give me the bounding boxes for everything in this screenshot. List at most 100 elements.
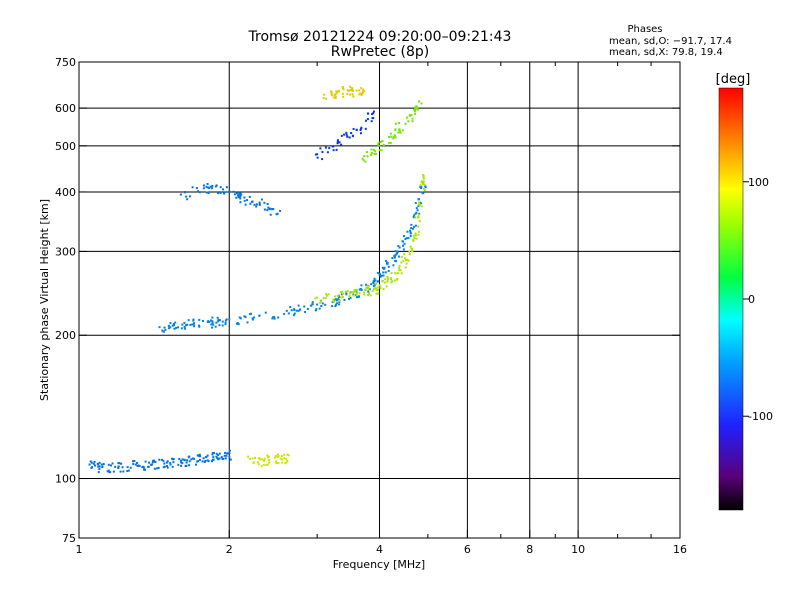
data-point (298, 308, 301, 311)
data-point (395, 253, 398, 256)
data-point (189, 323, 192, 326)
data-point (303, 305, 306, 308)
data-point (90, 461, 93, 464)
data-point (420, 205, 423, 208)
data-point (418, 100, 421, 103)
data-point (351, 135, 354, 138)
data-point (202, 187, 205, 190)
data-point (407, 237, 410, 240)
data-point (355, 89, 358, 92)
data-point (228, 190, 231, 193)
data-point (100, 463, 103, 466)
data-point (276, 212, 279, 215)
data-point (183, 321, 186, 324)
data-point (244, 203, 247, 206)
data-point (367, 286, 370, 289)
data-point (250, 200, 253, 203)
data-point (397, 255, 400, 258)
data-point (314, 309, 317, 312)
data-point (375, 289, 378, 292)
data-point (417, 204, 420, 207)
data-point (186, 323, 189, 326)
data-point (407, 259, 410, 262)
data-point (376, 286, 379, 289)
data-point (399, 130, 402, 133)
data-point (90, 466, 93, 469)
data-point (397, 244, 400, 247)
data-point (150, 463, 153, 466)
data-point (363, 90, 366, 93)
data-point (214, 185, 217, 188)
data-point (411, 248, 414, 251)
data-point (264, 311, 267, 314)
data-point (237, 323, 240, 326)
data-point (153, 467, 156, 470)
data-point (262, 463, 265, 466)
data-point (368, 292, 371, 295)
data-point (403, 253, 406, 256)
data-point (360, 93, 363, 96)
data-point (372, 282, 375, 285)
chart-title: Tromsø 20121224 09:20:00–09:21:43 (248, 29, 512, 45)
data-point (219, 186, 222, 189)
data-point (335, 148, 338, 151)
data-point (381, 140, 384, 143)
data-point (342, 292, 345, 295)
data-point (285, 461, 288, 464)
data-point (417, 233, 420, 236)
data-point (336, 90, 339, 93)
data-point (319, 301, 322, 304)
data-point (195, 463, 198, 466)
data-point (217, 454, 220, 457)
data-point (208, 320, 211, 323)
data-point (382, 143, 385, 146)
data-point (405, 237, 408, 240)
data-point (205, 191, 208, 194)
data-point (228, 455, 231, 458)
data-point (422, 187, 425, 190)
data-point (297, 304, 300, 307)
grid-lines (79, 62, 680, 538)
data-point (330, 90, 333, 93)
data-point (389, 141, 392, 144)
data-point (362, 159, 365, 162)
data-point (319, 147, 322, 150)
data-point (286, 453, 289, 456)
data-point (219, 192, 222, 195)
data-point (270, 208, 273, 211)
data-point (376, 280, 379, 283)
data-point (134, 463, 137, 466)
data-point (164, 328, 167, 331)
data-point (335, 303, 338, 306)
data-point (217, 320, 220, 323)
data-point (373, 152, 376, 155)
data-point (358, 292, 361, 295)
data-point (367, 288, 370, 291)
data-point (373, 288, 376, 291)
data-point (382, 288, 385, 291)
data-point (327, 293, 330, 296)
data-point (359, 287, 362, 290)
data-point (413, 216, 416, 219)
data-point (112, 470, 115, 473)
x-tick-label: 6 (464, 543, 471, 556)
data-point (316, 303, 319, 306)
y-tick-label: 750 (55, 56, 76, 69)
data-point (198, 318, 201, 321)
data-point (144, 460, 147, 463)
data-point (401, 129, 404, 132)
data-point (309, 304, 312, 307)
data-point (319, 300, 322, 303)
data-point (398, 246, 401, 249)
data-point (268, 459, 271, 462)
data-point (379, 140, 382, 143)
data-point (322, 296, 325, 299)
data-point (223, 192, 226, 195)
data-point (311, 303, 314, 306)
data-point (332, 96, 335, 99)
data-point (330, 92, 333, 95)
data-point (211, 451, 214, 454)
data-point (306, 307, 309, 310)
data-point (121, 466, 124, 469)
data-point (348, 136, 351, 139)
